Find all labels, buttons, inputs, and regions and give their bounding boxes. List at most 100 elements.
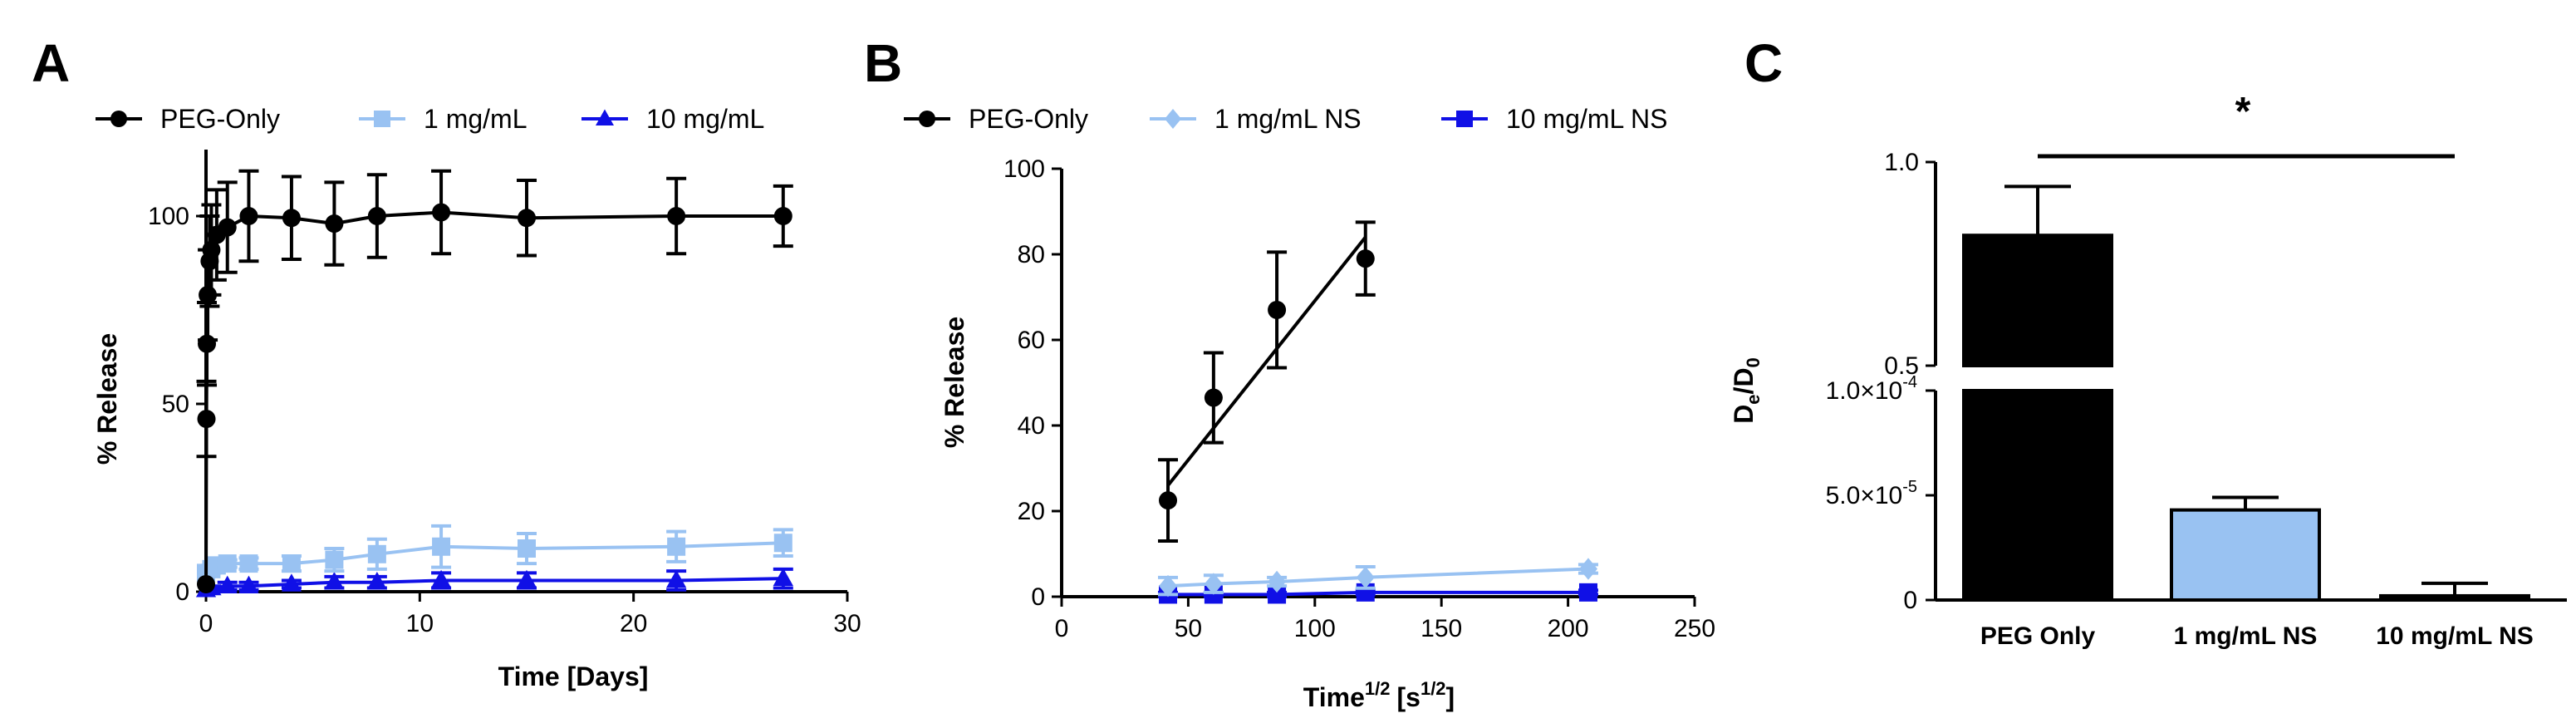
data-point (1356, 249, 1375, 268)
y-tick-label-3: 60 (1018, 327, 1045, 354)
x-tick-label-0: 0 (1055, 615, 1069, 642)
data-point (1159, 491, 1178, 510)
data-point (239, 554, 258, 573)
data-point (325, 550, 344, 569)
y-tick-label-lower-1: 5.0×10-5 (1826, 478, 1917, 509)
data-point (773, 207, 792, 225)
data-point (667, 537, 686, 556)
data-point (1268, 585, 1287, 604)
bar-1-lower (1962, 389, 2113, 602)
data-point (367, 544, 386, 563)
series-2 (197, 524, 793, 583)
panel-a: A PEG-Only 1 mg/mL 10 mg/mL 0 10 20 30050100 … (32, 33, 861, 691)
series-2-line (1167, 567, 1589, 588)
data-point (518, 209, 536, 228)
x-tick-label-2: 20 (620, 610, 647, 637)
y-tick-label-0: 0 (175, 578, 189, 606)
legend-marker-1 (110, 111, 127, 127)
data-point (218, 554, 237, 573)
data-point (197, 574, 215, 593)
legend-label-3: 10 mg/mL (646, 104, 764, 134)
panel-b-y-axis-title: % Release (940, 317, 969, 448)
data-point (1268, 570, 1287, 593)
data-point (516, 569, 537, 588)
bar-3 (2379, 593, 2530, 603)
panel-b-x-axis-title: Time1/2 [s1/2] (1303, 678, 1455, 712)
panel-c: C 0.5 1.0 0 5.0×10-5 1.0×10-4 PEG Only 1 mg/mL… (1729, 33, 2567, 650)
legend-label-1: PEG-Only (160, 104, 280, 134)
data-point (238, 575, 259, 594)
data-point (1578, 583, 1597, 602)
data-point (432, 537, 451, 556)
panel-a-x-axis-title: Time [Days] (498, 662, 649, 691)
y-tick-label-1: 50 (162, 391, 189, 418)
series-1 (196, 169, 793, 593)
data-point (282, 209, 301, 228)
data-point (518, 539, 536, 558)
panel-a-plot: 0 10 20 30 0 50 100 (148, 150, 861, 637)
legend-marker-1 (919, 111, 935, 127)
bar-group-2 (2170, 495, 2321, 603)
data-point (217, 575, 238, 594)
legend-label-2: 1 mg/mL NS (1214, 104, 1362, 134)
y-tick-label-upper-1: 1.0 (1884, 149, 1919, 176)
panel-c-y-axis-title: De/D0 (1729, 357, 1764, 424)
legend-marker-2 (374, 111, 390, 127)
data-point (1159, 574, 1178, 598)
series-3 (195, 567, 793, 598)
panel-b-letter: B (864, 33, 902, 93)
y-tick-label-2: 100 (148, 203, 189, 230)
y-tick-label-upper-0: 0.5 (1884, 352, 1919, 380)
legend-marker-3 (596, 109, 614, 125)
x-tick-label-3: 30 (833, 610, 861, 637)
significance-star: * (2235, 90, 2251, 134)
series-3 (1158, 583, 1598, 604)
data-point (430, 569, 452, 588)
data-point (281, 573, 302, 592)
panel-b-plot: 0 50 100 150 200 250 0 20 40 60 80 100 (1003, 155, 1715, 642)
x-tick-label-5: 250 (1674, 615, 1715, 642)
data-point (239, 207, 258, 225)
legend-label-2: 1 mg/mL (424, 104, 527, 134)
y-tick-label-0: 0 (1031, 583, 1045, 611)
y-tick-label-lower-2: 1.0×10-4 (1826, 373, 1917, 405)
bar-2 (2170, 508, 2321, 603)
x-tick-label-1: 10 (406, 610, 434, 637)
bar-group-3 (2379, 581, 2530, 603)
data-point (773, 534, 792, 553)
data-point (1356, 566, 1375, 589)
category-label-2: 1 mg/mL NS (2174, 622, 2318, 650)
data-point (432, 203, 451, 222)
data-point (367, 207, 386, 225)
series-3-line (1168, 590, 1588, 597)
y-tick-label-2: 40 (1018, 412, 1045, 440)
legend-marker-2 (1165, 109, 1181, 129)
data-point (218, 218, 237, 237)
series-1-fit-line (1166, 236, 1367, 487)
series-1 (1158, 220, 1376, 544)
panel-a-y-axis-title: % Release (92, 333, 122, 465)
panel-c-plot: 0.5 1.0 0 5.0×10-5 1.0×10-4 PEG Only 1 mg/mL N… (1826, 90, 2567, 650)
series-1-line (204, 210, 783, 584)
data-point (1204, 573, 1223, 595)
x-tick-label-1: 50 (1175, 615, 1202, 642)
category-label-1: PEG Only (1980, 622, 2096, 650)
data-point (282, 554, 301, 573)
panel-c-letter: C (1744, 33, 1783, 93)
data-point (197, 410, 216, 429)
data-point (667, 207, 686, 225)
y-tick-label-4: 80 (1018, 241, 1045, 268)
x-tick-label-0: 0 (199, 610, 213, 637)
data-point (1578, 558, 1597, 580)
data-point (1204, 388, 1223, 407)
panel-a-letter: A (32, 33, 70, 93)
category-label-3: 10 mg/mL NS (2376, 622, 2534, 650)
bar-1-upper (1962, 234, 2113, 368)
data-point (324, 572, 345, 590)
x-tick-label-4: 200 (1548, 615, 1589, 642)
y-tick-label-5: 100 (1003, 155, 1045, 183)
panel-b: B PEG-Only 1 mg/mL NS 10 mg/mL NS 0 50 100 15… (864, 33, 1715, 712)
x-tick-label-3: 150 (1420, 615, 1462, 642)
bar-group-1 (1962, 184, 2113, 602)
data-point (325, 214, 344, 234)
